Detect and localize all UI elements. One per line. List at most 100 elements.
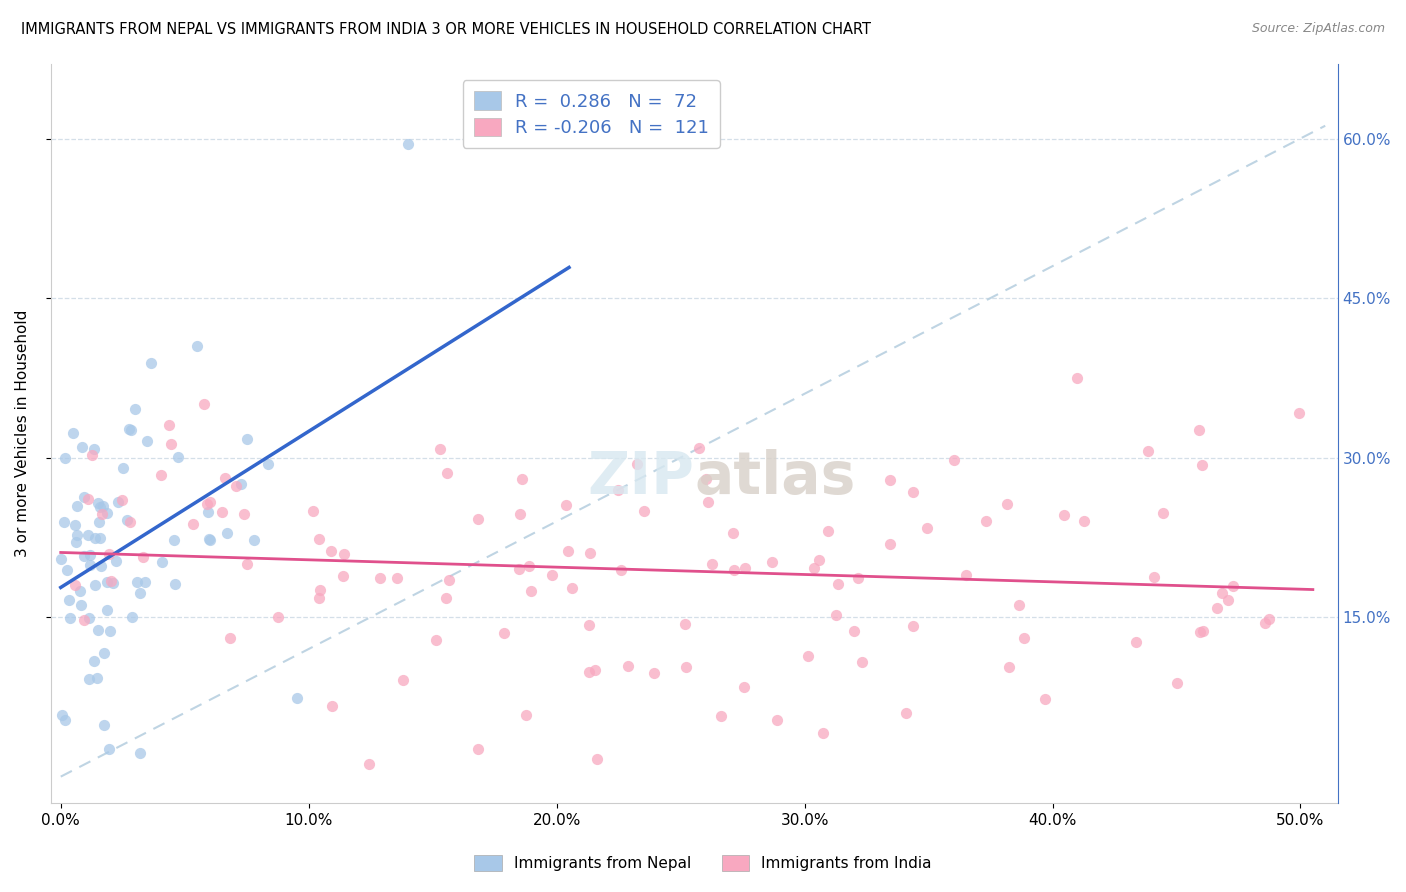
Point — [688, 441, 710, 455]
Point — [257, 458, 280, 472]
Point — [332, 547, 354, 561]
Point — [309, 582, 332, 597]
Point — [69, 584, 91, 599]
Point — [508, 562, 530, 576]
Point — [90, 559, 112, 574]
Point — [98, 624, 121, 638]
Point — [73, 490, 96, 504]
Point — [118, 421, 141, 435]
Point — [267, 610, 290, 624]
Point — [86, 671, 108, 685]
Point — [285, 691, 308, 706]
Point — [467, 512, 489, 526]
Point — [332, 569, 354, 583]
Point — [583, 663, 606, 677]
Point — [115, 513, 138, 527]
Point — [120, 424, 142, 438]
Point — [103, 576, 125, 591]
Point — [66, 499, 89, 513]
Point — [1008, 598, 1031, 612]
Point — [87, 623, 110, 637]
Point — [387, 571, 409, 585]
Point — [879, 474, 901, 488]
Point — [700, 557, 723, 571]
Point — [124, 402, 146, 417]
Point — [1222, 578, 1244, 592]
Point — [1125, 635, 1147, 649]
Point — [626, 457, 648, 471]
Point — [229, 477, 252, 491]
Point — [903, 484, 925, 499]
Point — [846, 571, 869, 585]
Point — [761, 555, 783, 569]
Point — [128, 585, 150, 599]
Point — [112, 461, 135, 475]
Text: atlas: atlas — [695, 450, 856, 507]
Point — [150, 468, 173, 483]
Point — [519, 584, 541, 599]
Point — [97, 547, 120, 561]
Point — [321, 698, 343, 713]
Point — [1053, 508, 1076, 523]
Point — [215, 526, 238, 541]
Point — [695, 472, 717, 486]
Point — [93, 646, 115, 660]
Point — [643, 665, 665, 680]
Point — [1073, 514, 1095, 528]
Point — [214, 471, 236, 485]
Point — [467, 742, 489, 756]
Point — [633, 504, 655, 518]
Point — [515, 707, 537, 722]
Point — [1136, 444, 1159, 458]
Point — [69, 598, 91, 612]
Point — [72, 549, 94, 563]
Point — [96, 575, 118, 590]
Point — [53, 515, 76, 529]
Point — [578, 617, 600, 632]
Point — [235, 433, 257, 447]
Point — [55, 713, 77, 727]
Text: Source: ZipAtlas.com: Source: ZipAtlas.com — [1251, 22, 1385, 36]
Point — [53, 450, 76, 465]
Point — [58, 592, 80, 607]
Point — [510, 472, 533, 486]
Point — [998, 660, 1021, 674]
Point — [302, 504, 325, 518]
Point — [697, 495, 720, 509]
Point — [62, 425, 84, 440]
Point — [308, 532, 330, 546]
Point — [974, 514, 997, 528]
Point — [66, 528, 89, 542]
Point — [79, 672, 101, 686]
Point — [83, 654, 105, 668]
Point — [163, 577, 186, 591]
Point — [84, 531, 107, 545]
Point — [609, 563, 631, 577]
Point — [1066, 371, 1088, 385]
Point — [132, 550, 155, 565]
Point — [87, 495, 110, 509]
Point — [436, 467, 458, 481]
Point — [1216, 592, 1239, 607]
Point — [675, 660, 697, 674]
Point — [166, 450, 188, 465]
Point — [100, 574, 122, 589]
Point — [995, 497, 1018, 511]
Point — [186, 339, 208, 353]
Point — [437, 573, 460, 587]
Point — [211, 505, 233, 519]
Point — [1143, 570, 1166, 584]
Point — [541, 568, 564, 582]
Point — [1012, 631, 1035, 645]
Point — [1152, 506, 1174, 520]
Point — [808, 553, 831, 567]
Point — [606, 483, 628, 497]
Point — [586, 752, 609, 766]
Point — [357, 756, 380, 771]
Point — [91, 507, 114, 521]
Point — [70, 440, 93, 454]
Point — [1288, 406, 1310, 420]
Point — [150, 555, 173, 569]
Point — [197, 497, 219, 511]
Point — [368, 571, 391, 585]
